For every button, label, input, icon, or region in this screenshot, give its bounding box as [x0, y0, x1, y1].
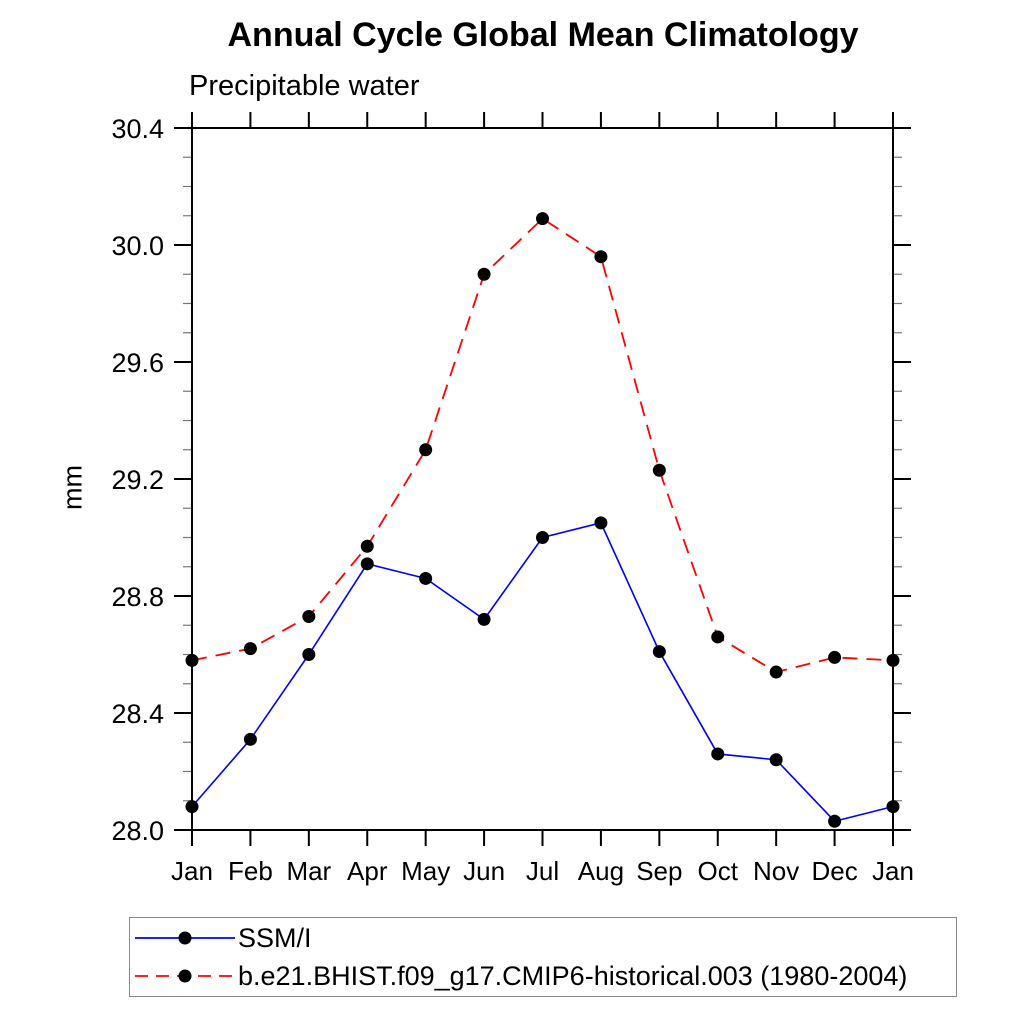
data-point-marker	[477, 612, 491, 626]
x-tick-label: Mar	[286, 856, 331, 886]
y-tick-label: 29.6	[111, 348, 164, 378]
y-tick-label: 30.4	[111, 114, 164, 144]
chart-title: Annual Cycle Global Mean Climatology	[227, 16, 859, 54]
data-point-marker	[828, 650, 842, 664]
data-point-marker	[886, 800, 900, 814]
data-point-marker	[828, 814, 842, 828]
x-tick-label: Jul	[526, 856, 559, 886]
data-point-marker	[652, 645, 666, 659]
y-tick-label: 28.0	[111, 816, 164, 846]
plot-frame	[191, 127, 894, 831]
x-tick-label: Oct	[698, 856, 739, 886]
data-point-marker	[769, 665, 783, 679]
data-point-marker	[536, 531, 549, 544]
x-tick-label: Feb	[228, 856, 273, 886]
data-point-marker	[711, 630, 725, 644]
data-point-marker	[419, 571, 433, 585]
x-tick-label: Jan	[171, 856, 213, 886]
data-point-marker	[652, 463, 666, 477]
data-point-marker	[536, 212, 549, 226]
data-point-marker	[594, 516, 608, 530]
y-tick-label: 28.8	[111, 582, 164, 612]
x-tick-label: Jan	[872, 856, 914, 886]
chart-subtitle: Precipitable water	[189, 70, 420, 102]
data-point-marker	[419, 443, 433, 457]
data-point-marker	[594, 250, 608, 264]
x-tick-label: Nov	[753, 856, 799, 886]
data-point-marker	[243, 642, 257, 656]
y-tick-label: 30.0	[111, 231, 164, 261]
x-tick-label: Jun	[463, 856, 505, 886]
x-tick-label: Sep	[636, 856, 682, 886]
legend-marker-icon	[178, 969, 192, 983]
data-point-marker	[185, 800, 199, 814]
x-tick-label: Aug	[578, 856, 624, 886]
data-point-marker	[769, 753, 783, 767]
legend-item-ssmi: SSM/I	[130, 920, 956, 956]
data-point-marker	[477, 267, 491, 281]
legend-item-model: b.e21.BHIST.f09_g17.CMIP6-historical.003…	[130, 958, 956, 994]
data-point-marker	[360, 539, 374, 553]
series-line-0	[191, 521, 894, 823]
data-point-marker	[185, 653, 199, 667]
data-point-marker	[302, 609, 316, 623]
data-point-marker	[243, 732, 257, 746]
legend-swatch-solid-line	[135, 931, 235, 945]
legend-swatch-dashed-line	[135, 969, 235, 983]
x-tick-label: Dec	[811, 856, 857, 886]
data-point-marker	[360, 557, 374, 571]
data-point-marker	[886, 653, 900, 667]
data-point-marker	[711, 747, 725, 761]
legend-marker-icon	[178, 931, 192, 945]
x-tick-label: May	[401, 856, 450, 886]
data-point-marker	[302, 648, 316, 661]
legend-label-ssmi: SSM/I	[238, 922, 312, 953]
legend-label-model: b.e21.BHIST.f09_g17.CMIP6-historical.003…	[238, 960, 908, 991]
y-tick-label: 29.2	[111, 465, 164, 495]
series-line-1	[191, 217, 894, 674]
y-tick-label: 28.4	[111, 699, 164, 729]
x-tick-label: Apr	[347, 856, 388, 886]
legend-box: SSM/I b.e21.BHIST.f09_g17.CMIP6-historic…	[129, 917, 957, 997]
